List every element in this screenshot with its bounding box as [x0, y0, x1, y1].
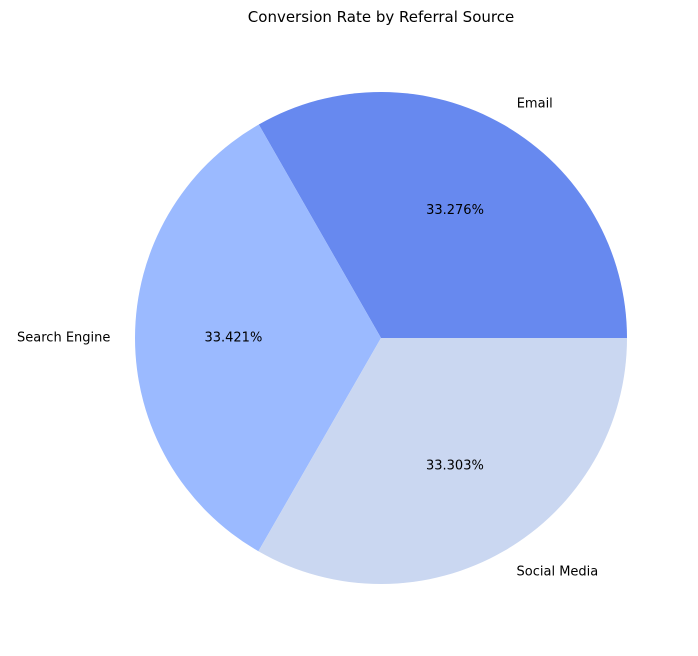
pie-slice-search-engine	[134, 124, 381, 552]
pie-slices	[134, 91, 627, 584]
pie-slice-social-media	[258, 338, 627, 584]
slice-label: Social Media	[517, 565, 599, 580]
slice-percent-label: 33.276%	[426, 203, 484, 218]
slice-label: Email	[517, 96, 553, 111]
slice-percent-label: 33.303%	[426, 458, 484, 473]
slice-percent-label: 33.421%	[204, 330, 262, 345]
pie-slice-email	[258, 91, 627, 339]
slice-label: Search Engine	[17, 330, 110, 345]
chart-title: Conversion Rate by Referral Source	[248, 8, 514, 26]
pie-labels: Email 33.276% Search Engine 33.421% Social M…	[17, 96, 598, 579]
